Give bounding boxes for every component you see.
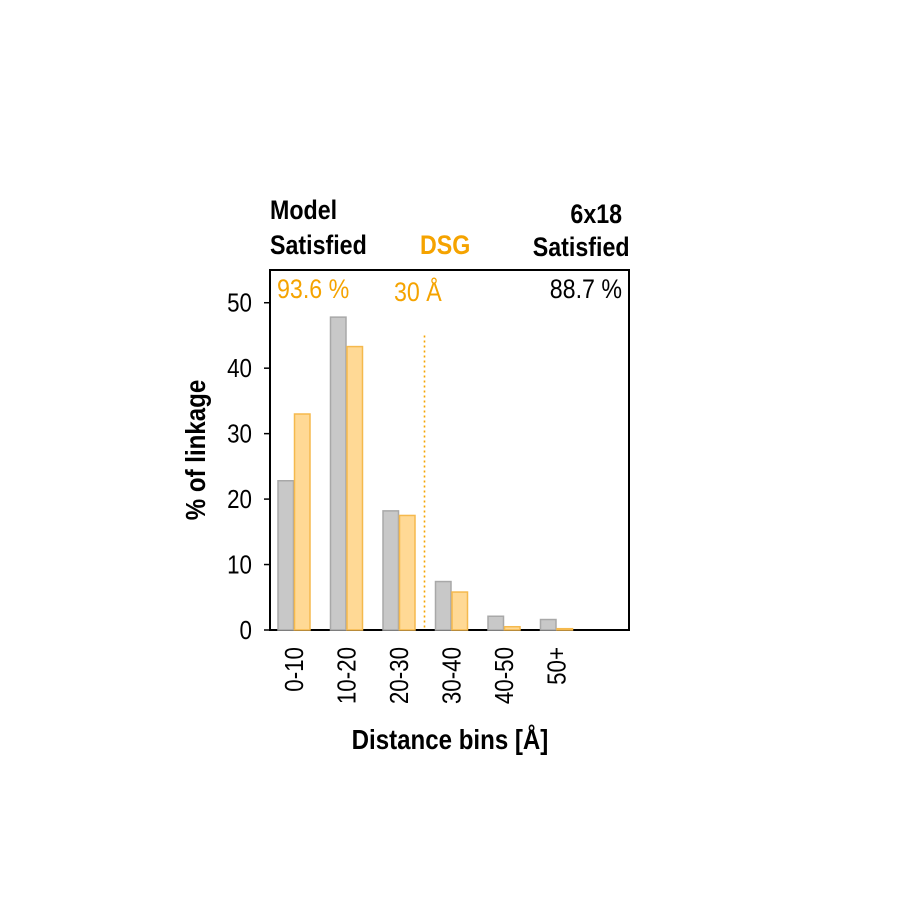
y-axis-title: % of linkage bbox=[179, 380, 211, 520]
plot-frame bbox=[269, 269, 630, 631]
threshold-annotation: 30 Å bbox=[394, 277, 442, 307]
bar-50+-series-1 bbox=[539, 618, 557, 631]
x-tick-label: 0-10 bbox=[280, 647, 309, 692]
model-satisfied-percent: 93.6 % bbox=[277, 274, 350, 304]
bar-0-10-series-1 bbox=[277, 480, 295, 631]
y-tick-label: 10 bbox=[227, 551, 252, 580]
x-axis-title: Distance bins [Å] bbox=[352, 723, 549, 755]
x-tick-label: 40-50 bbox=[490, 647, 519, 704]
x-tick-label: 10-20 bbox=[333, 647, 362, 704]
x-tick-label: 20-30 bbox=[385, 647, 414, 704]
header-dsg-label: DSG bbox=[420, 230, 471, 260]
y-axis: 0 10 20 30 40 50 bbox=[227, 289, 270, 645]
y-tick-label: 0 bbox=[240, 616, 252, 645]
bar-40-50-series-2 bbox=[503, 625, 521, 631]
x-tick-label: 50+ bbox=[543, 647, 572, 685]
bar-30-40-series-2 bbox=[451, 591, 469, 631]
y-tick-label: 40 bbox=[227, 355, 252, 384]
header-6x18-satisfied-label: Satisfied bbox=[533, 232, 630, 262]
y-tick-label: 20 bbox=[227, 486, 252, 515]
bar-40-50-series-1 bbox=[487, 615, 505, 631]
bars-layer bbox=[277, 316, 574, 631]
6x18-satisfied-percent: 88.7 % bbox=[549, 274, 622, 304]
y-tick-label: 30 bbox=[227, 420, 252, 449]
bar-20-30-series-2 bbox=[398, 514, 416, 631]
bar-10-20-series-2 bbox=[346, 345, 364, 631]
bar-50+-series-2 bbox=[556, 627, 574, 631]
bar-20-30-series-1 bbox=[382, 510, 400, 631]
y-tick-label: 50 bbox=[227, 289, 252, 318]
header-model-satisfied-label: Satisfied bbox=[270, 230, 367, 260]
x-tick-label: 30-40 bbox=[438, 647, 467, 704]
bar-0-10-series-2 bbox=[293, 413, 311, 631]
x-axis: 0-10 10-20 20-30 30-40 40-50 50+ bbox=[280, 647, 571, 704]
header-model-label: Model bbox=[270, 195, 338, 225]
bar-10-20-series-1 bbox=[329, 316, 347, 631]
header-6x18-label: 6x18 bbox=[570, 199, 622, 229]
bar-30-40-series-1 bbox=[434, 580, 452, 631]
